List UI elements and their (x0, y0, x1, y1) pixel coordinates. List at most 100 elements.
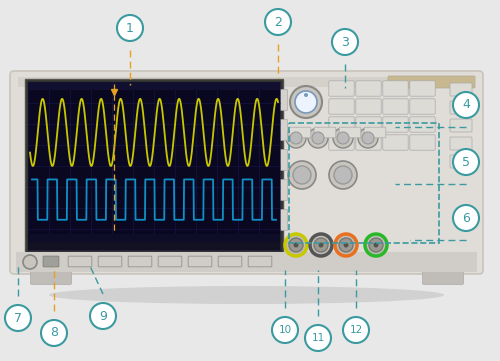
Text: 7: 7 (14, 312, 22, 325)
Circle shape (453, 149, 479, 175)
FancyBboxPatch shape (383, 117, 408, 132)
Circle shape (41, 320, 67, 346)
Text: 11: 11 (312, 333, 324, 343)
FancyBboxPatch shape (356, 135, 381, 150)
Text: 10: 10 (278, 325, 291, 335)
FancyBboxPatch shape (43, 256, 59, 267)
Circle shape (358, 128, 378, 148)
Circle shape (453, 205, 479, 231)
Circle shape (23, 255, 37, 269)
FancyBboxPatch shape (128, 256, 152, 267)
Circle shape (333, 128, 353, 148)
Circle shape (374, 243, 378, 248)
FancyBboxPatch shape (388, 76, 475, 88)
FancyBboxPatch shape (289, 127, 311, 138)
FancyBboxPatch shape (329, 117, 354, 132)
Text: 12: 12 (350, 325, 362, 335)
Circle shape (90, 303, 116, 329)
FancyBboxPatch shape (98, 256, 122, 267)
FancyBboxPatch shape (422, 271, 464, 284)
FancyBboxPatch shape (314, 127, 336, 138)
Bar (28, 82, 280, 250)
Circle shape (362, 132, 374, 144)
FancyBboxPatch shape (450, 83, 472, 96)
Circle shape (314, 238, 328, 252)
Text: 8: 8 (50, 326, 58, 339)
Circle shape (453, 92, 479, 118)
Circle shape (308, 128, 328, 148)
FancyBboxPatch shape (356, 99, 381, 114)
Circle shape (272, 317, 298, 343)
Circle shape (344, 243, 348, 248)
Ellipse shape (49, 286, 444, 304)
FancyBboxPatch shape (68, 256, 92, 267)
Bar (18, 77, 475, 87)
FancyBboxPatch shape (158, 256, 182, 267)
FancyBboxPatch shape (280, 119, 287, 140)
FancyBboxPatch shape (450, 155, 472, 168)
Text: 6: 6 (462, 212, 470, 225)
Bar (16, 252, 477, 272)
Bar (289, 123, 439, 243)
Circle shape (318, 243, 324, 248)
Circle shape (294, 243, 298, 248)
FancyBboxPatch shape (280, 149, 287, 170)
Bar (28, 82, 280, 90)
FancyBboxPatch shape (410, 81, 435, 96)
Text: 5: 5 (462, 156, 470, 169)
Circle shape (290, 86, 322, 118)
Text: 1: 1 (126, 22, 134, 35)
Circle shape (335, 234, 357, 256)
FancyBboxPatch shape (10, 71, 483, 274)
Text: 3: 3 (341, 35, 349, 48)
Bar (28, 242, 280, 250)
Circle shape (369, 238, 383, 252)
Circle shape (293, 166, 311, 184)
Circle shape (289, 238, 303, 252)
FancyBboxPatch shape (339, 127, 361, 138)
FancyBboxPatch shape (188, 256, 212, 267)
Text: 4: 4 (462, 99, 470, 112)
Circle shape (339, 238, 353, 252)
FancyBboxPatch shape (329, 135, 354, 150)
Circle shape (286, 128, 306, 148)
Circle shape (329, 161, 357, 189)
Bar (28, 234, 280, 242)
FancyBboxPatch shape (329, 81, 354, 96)
Circle shape (290, 132, 302, 144)
Circle shape (117, 15, 143, 41)
FancyBboxPatch shape (248, 256, 272, 267)
Circle shape (365, 234, 387, 256)
FancyBboxPatch shape (383, 99, 408, 114)
Text: 9: 9 (99, 309, 107, 322)
Bar (25, 79, 283, 253)
FancyBboxPatch shape (383, 81, 408, 96)
FancyBboxPatch shape (410, 117, 435, 132)
Circle shape (288, 161, 316, 189)
Circle shape (343, 317, 369, 343)
FancyBboxPatch shape (356, 81, 381, 96)
Text: 2: 2 (274, 16, 282, 29)
Circle shape (265, 9, 291, 35)
FancyBboxPatch shape (450, 137, 472, 150)
Circle shape (337, 132, 349, 144)
FancyBboxPatch shape (356, 117, 381, 132)
Circle shape (332, 29, 358, 55)
FancyBboxPatch shape (364, 127, 386, 138)
Circle shape (295, 91, 317, 113)
FancyBboxPatch shape (30, 271, 72, 284)
FancyBboxPatch shape (410, 135, 435, 150)
Circle shape (312, 132, 324, 144)
Circle shape (334, 166, 352, 184)
FancyBboxPatch shape (450, 119, 472, 132)
Circle shape (305, 325, 331, 351)
Circle shape (5, 305, 31, 331)
FancyBboxPatch shape (280, 209, 287, 231)
FancyBboxPatch shape (280, 90, 287, 110)
FancyBboxPatch shape (329, 99, 354, 114)
Circle shape (310, 234, 332, 256)
FancyBboxPatch shape (450, 101, 472, 114)
FancyBboxPatch shape (280, 179, 287, 200)
Circle shape (304, 93, 308, 97)
Circle shape (285, 234, 307, 256)
